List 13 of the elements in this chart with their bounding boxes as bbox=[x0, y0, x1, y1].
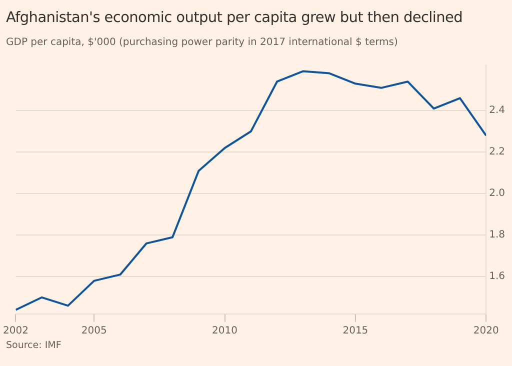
x-tick-label: 2002 bbox=[3, 326, 28, 337]
y-tick-label: 2.4 bbox=[489, 105, 506, 116]
y-tick-label: 1.8 bbox=[489, 230, 506, 241]
chart-subtitle: GDP per capita, $'000 (purchasing power parity in 2017 international $ terms) bbox=[6, 37, 398, 48]
source-note: Source: IMF bbox=[6, 340, 62, 351]
x-tick-label: 2005 bbox=[81, 326, 107, 337]
chart-title: Afghanistan's economic output per capita grew but then declined bbox=[6, 10, 463, 26]
x-tick-label: 2010 bbox=[212, 326, 238, 337]
x-tick-label: 2015 bbox=[342, 326, 368, 337]
y-tick-label: 2.2 bbox=[489, 146, 506, 158]
y-tick-label: 2.0 bbox=[489, 188, 506, 200]
y-tick-label: 1.6 bbox=[489, 271, 506, 282]
x-tick-label: 2020 bbox=[473, 326, 499, 337]
